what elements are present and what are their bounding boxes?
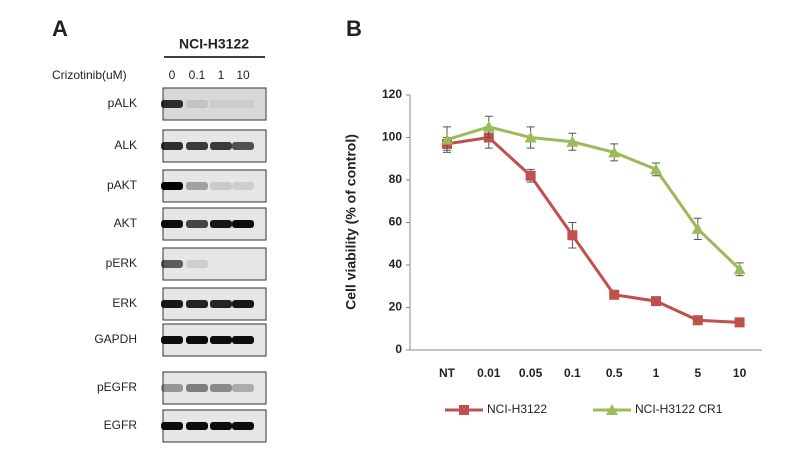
point <box>692 315 703 326</box>
blot-band <box>232 336 254 344</box>
point <box>567 230 578 241</box>
blot-band <box>186 260 208 268</box>
blot-band <box>186 384 208 392</box>
point <box>650 163 662 175</box>
blot-band <box>161 260 183 268</box>
blot-band <box>161 142 183 150</box>
blot-band <box>186 300 208 308</box>
blot-row-label: GAPDH <box>94 332 137 346</box>
point <box>566 135 579 147</box>
blot-band <box>210 100 232 108</box>
y-tick-label: 20 <box>389 300 403 314</box>
x-tick-label: 1 <box>653 366 660 380</box>
x-tick-label: 0.01 <box>477 366 501 380</box>
blot-band <box>210 142 232 150</box>
lane-label: 10 <box>236 68 250 82</box>
treatment-label: Crizotinib(uM) <box>52 68 127 82</box>
blot-band <box>210 220 232 228</box>
blot-band <box>232 100 254 108</box>
y-tick-label: 100 <box>382 130 402 144</box>
blot-row-label: pALK <box>108 96 137 110</box>
blot-band <box>186 422 208 430</box>
point <box>525 170 536 181</box>
panel-label: B <box>346 16 362 41</box>
point <box>733 263 746 275</box>
blot-band <box>210 336 232 344</box>
blot-band <box>161 336 183 344</box>
blot-band <box>186 142 208 150</box>
blot-band <box>186 220 208 228</box>
point <box>734 317 745 328</box>
y-tick-label: 80 <box>389 172 403 186</box>
blot-row-label: pERK <box>106 256 137 270</box>
blot-band <box>161 220 183 228</box>
blot-row-label: ERK <box>112 296 137 310</box>
blot-band <box>186 100 208 108</box>
x-tick-label: 0.5 <box>606 366 623 380</box>
blot-band <box>210 422 232 430</box>
point <box>524 131 537 143</box>
blot-frame <box>162 371 267 405</box>
blot-band <box>161 100 183 108</box>
lane-label: 0 <box>169 68 176 82</box>
x-tick-label: 0.1 <box>564 366 581 380</box>
blot-band <box>232 182 254 190</box>
legend-label: NCI-H3122 CR1 <box>635 402 723 416</box>
y-tick-label: 120 <box>382 87 402 101</box>
blot-band <box>161 300 183 308</box>
series-line <box>446 135 740 324</box>
blot-band <box>210 384 232 392</box>
x-tick-label: NT <box>439 366 456 380</box>
blot-row-label: ALK <box>114 138 137 152</box>
blot-band <box>161 422 183 430</box>
blot-band <box>210 300 232 308</box>
blot-row-label: EGFR <box>104 418 138 432</box>
blot-title: NCI-H3122 <box>179 36 249 52</box>
point <box>609 289 620 300</box>
y-tick-label: 0 <box>395 342 402 356</box>
legend-marker <box>459 405 469 415</box>
blot-band <box>232 384 254 392</box>
blot-row-label: pEGFR <box>97 380 137 394</box>
x-tick-label: 0.05 <box>519 366 543 380</box>
point <box>691 222 704 234</box>
blot-frame <box>162 87 267 121</box>
blot-band <box>232 300 254 308</box>
lane-label: 0.1 <box>189 68 206 82</box>
blot-band <box>186 336 208 344</box>
blot-band <box>232 220 254 228</box>
blot-band <box>161 384 183 392</box>
panel-label: A <box>52 16 68 41</box>
blot-row-label: pAKT <box>107 178 138 192</box>
point <box>651 296 661 307</box>
blot-band <box>186 182 208 190</box>
blot-band <box>161 182 183 190</box>
y-tick-label: 40 <box>389 257 403 271</box>
blot-row-label: AKT <box>114 216 138 230</box>
lane-label: 1 <box>218 68 225 82</box>
legend-label: NCI-H3122 <box>487 402 547 416</box>
y-axis-label: Cell viability (% of control) <box>343 134 359 310</box>
x-tick-label: 5 <box>694 366 701 380</box>
point <box>608 146 621 158</box>
series-line <box>446 125 741 271</box>
y-tick-label: 60 <box>389 215 403 229</box>
x-tick-label: 10 <box>733 366 747 380</box>
blot-band <box>232 422 254 430</box>
legend-marker <box>606 404 618 415</box>
blot-band <box>210 182 232 190</box>
point <box>482 120 495 132</box>
blot-band <box>232 142 254 150</box>
point <box>441 133 453 145</box>
